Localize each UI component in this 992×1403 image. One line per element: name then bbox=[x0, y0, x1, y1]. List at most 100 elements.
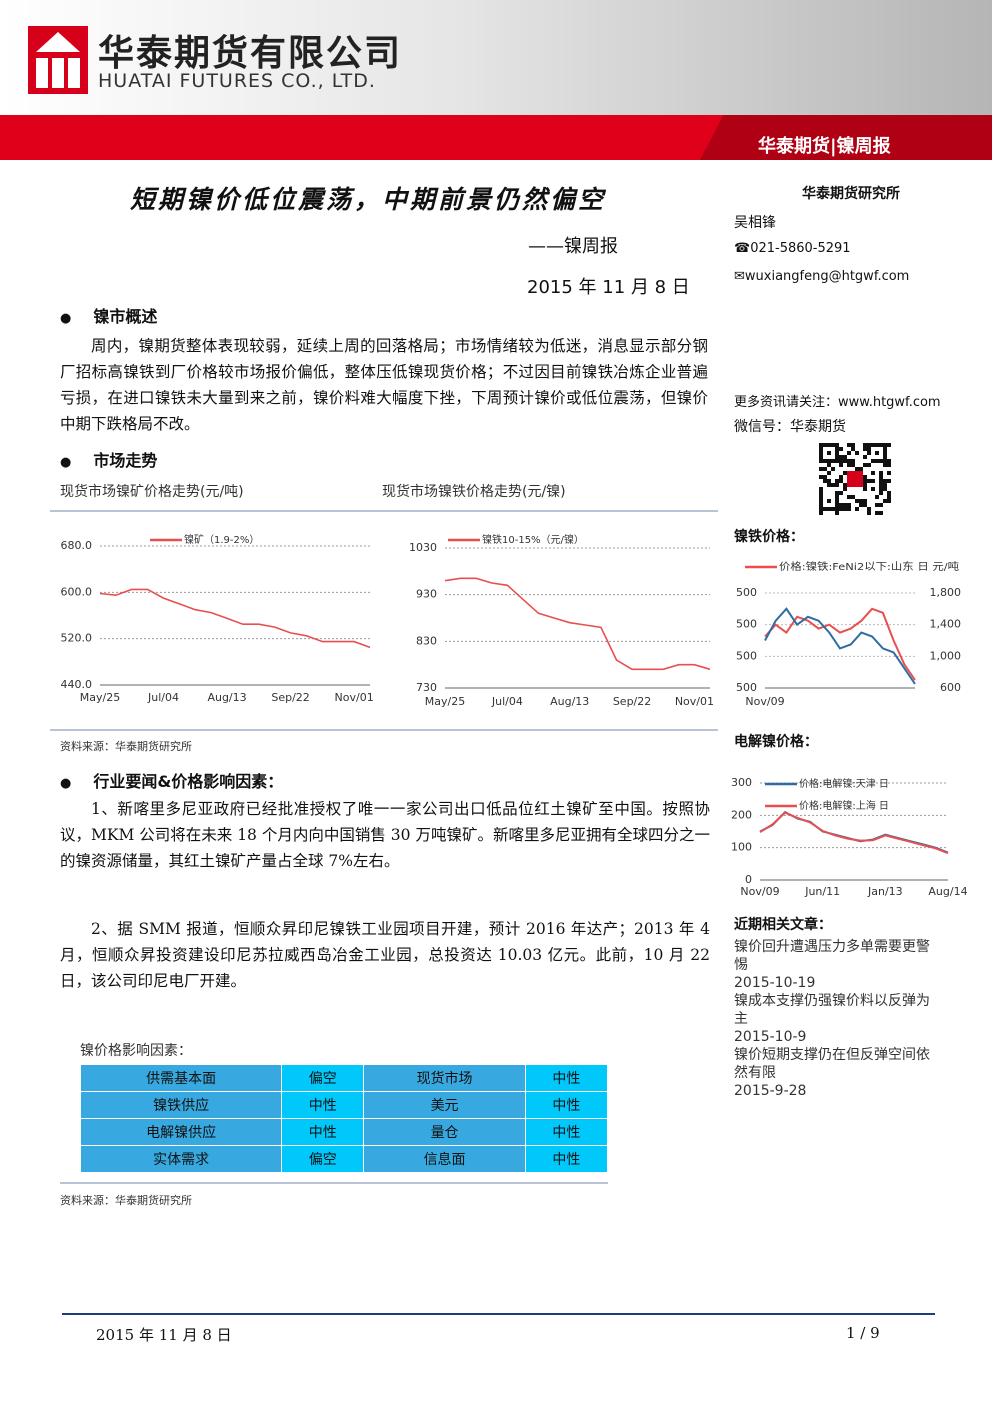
qr-module bbox=[879, 443, 883, 447]
x-tick-label: Nov/01 bbox=[675, 695, 714, 708]
qr-module bbox=[839, 447, 843, 451]
y-tick-label: 200 bbox=[731, 808, 752, 821]
y2-tick-label: 600 bbox=[940, 681, 961, 694]
section-heading: 市场走势 bbox=[60, 447, 157, 471]
x-tick-label: Nov/01 bbox=[335, 691, 374, 704]
qr-module bbox=[863, 455, 867, 459]
line-series bbox=[759, 811, 949, 855]
qr-module bbox=[863, 447, 867, 451]
qr-module bbox=[835, 511, 839, 515]
qr-module bbox=[835, 443, 839, 447]
qr-module bbox=[875, 511, 879, 515]
table-cell: 实体需求 bbox=[79, 1145, 283, 1173]
qr-module bbox=[879, 479, 883, 483]
qr-module bbox=[851, 495, 855, 499]
qr-module bbox=[831, 467, 835, 471]
date: 2015 年 11 月 8 日 bbox=[527, 277, 690, 298]
table-cell: 信息面 bbox=[363, 1145, 526, 1173]
qr-module bbox=[819, 491, 823, 495]
title: 短期镍价低位震荡，中期前景仍然偏空 bbox=[130, 185, 607, 214]
qr-module bbox=[843, 455, 847, 459]
qr-module bbox=[847, 507, 851, 511]
page-number: 1 / 9 bbox=[846, 1324, 880, 1342]
line-series bbox=[764, 607, 916, 681]
qr-module bbox=[863, 499, 867, 503]
line-series bbox=[764, 607, 916, 685]
qr-module bbox=[819, 447, 823, 451]
y-tick-label: 100 bbox=[731, 841, 752, 854]
article-title: 镍价短期支撑仍在但反弹空间依然有限 bbox=[734, 1047, 930, 1081]
source: 资料来源：华泰期货研究所 bbox=[60, 740, 192, 753]
qr-module bbox=[875, 451, 879, 455]
qr-module bbox=[867, 507, 871, 511]
qr-module bbox=[819, 451, 823, 455]
qr-module bbox=[831, 443, 835, 447]
report-tag: 华泰期货|镍周报 bbox=[758, 136, 891, 157]
qr-module bbox=[851, 463, 855, 467]
qr-module bbox=[839, 491, 843, 495]
qr-module bbox=[871, 479, 875, 483]
line-series bbox=[444, 577, 711, 671]
qr-module bbox=[883, 447, 887, 451]
phone: ☎021-5860-5291 bbox=[734, 241, 851, 256]
qr-module bbox=[835, 507, 839, 511]
qr-module bbox=[867, 479, 871, 483]
qr-module bbox=[875, 495, 879, 499]
company-cn: 华泰期货有限公司 bbox=[98, 33, 403, 74]
qr-module bbox=[847, 443, 851, 447]
legend-label: 镍矿（1.9-2%） bbox=[184, 533, 259, 546]
x-tick-label: May/25 bbox=[425, 695, 465, 708]
article-date: 2015-10-9 bbox=[734, 1029, 807, 1045]
qr-module bbox=[839, 507, 843, 511]
qr-module bbox=[883, 459, 887, 463]
legend-label: 价格:镍铁:FeNi2以下:山东 日 元/吨 bbox=[779, 560, 959, 573]
qr-module bbox=[819, 455, 823, 459]
qr-module bbox=[823, 467, 827, 471]
paragraph: 2、据 SMM 报道，恒顺众昇印尼镍铁工业园项目开建，预计 2016 年达产；2… bbox=[60, 920, 710, 990]
qr-module bbox=[839, 459, 843, 463]
qr-module bbox=[883, 455, 887, 459]
qr-module bbox=[843, 471, 847, 475]
y-tick-label: 600.0 bbox=[61, 585, 93, 598]
table-row: 供需基本面 偏空 现货市场 中性 bbox=[79, 1064, 609, 1092]
qr-module bbox=[883, 483, 887, 487]
chart-title: 现货市场镍矿价格走势(元/吨) bbox=[60, 484, 244, 500]
table-cell: 美元 bbox=[363, 1091, 526, 1119]
qr-module bbox=[847, 463, 851, 467]
qr-module bbox=[835, 451, 839, 455]
y-tick-label: 520.0 bbox=[61, 632, 93, 645]
table-cell: 现货市场 bbox=[363, 1064, 526, 1092]
table-cell: 镍铁供应 bbox=[79, 1091, 283, 1119]
qr-module bbox=[835, 495, 839, 499]
related-title: 近期相关文章： bbox=[734, 917, 832, 933]
qr-module bbox=[827, 507, 831, 511]
qr-module bbox=[859, 503, 863, 507]
qr-module bbox=[827, 479, 831, 483]
article-list: 镍价回升遭遇压力多单需要更警惕 2015-10-19 镍成本支撑仍强镍价料以反弹为主… bbox=[734, 938, 934, 1100]
qr-module bbox=[839, 463, 843, 467]
table-cell: 中性 bbox=[524, 1064, 609, 1092]
y-tick-label: 1030 bbox=[409, 541, 437, 554]
x-tick-label: Nov/09 bbox=[740, 885, 779, 898]
qr-module bbox=[863, 479, 867, 483]
qr-module bbox=[827, 463, 831, 467]
x-tick-label: Jun/11 bbox=[804, 885, 840, 898]
qr-module bbox=[887, 463, 891, 467]
qr-module bbox=[879, 471, 883, 475]
qr-module bbox=[827, 471, 831, 475]
chart-title: 镍铁价格： bbox=[734, 529, 804, 545]
qr-module bbox=[819, 503, 823, 507]
qr-module bbox=[819, 467, 823, 471]
qr-module bbox=[871, 471, 875, 475]
table-row: 镍铁供应 中性 美元 中性 bbox=[79, 1091, 609, 1119]
x-tick-label: Jul/04 bbox=[147, 691, 179, 704]
qr-module bbox=[823, 507, 827, 511]
x-tick-label: Jan/13 bbox=[867, 885, 903, 898]
qr-module bbox=[831, 483, 835, 487]
qr-module bbox=[835, 455, 839, 459]
header-band bbox=[0, 0, 992, 115]
qr-module bbox=[887, 495, 891, 499]
source: 资料来源：华泰期货研究所 bbox=[60, 1194, 192, 1207]
chart-title: 电解镍价格： bbox=[734, 734, 818, 750]
qr-module bbox=[847, 459, 851, 463]
